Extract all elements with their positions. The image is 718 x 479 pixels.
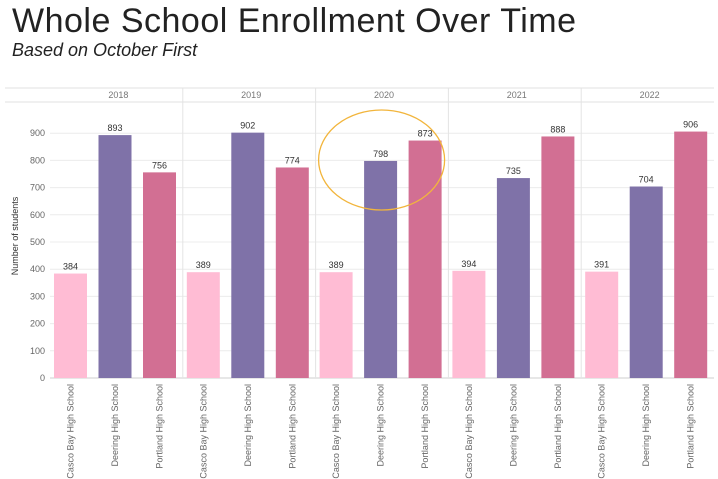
category-tick-label: Portland High School xyxy=(553,384,563,469)
bar xyxy=(364,160,398,378)
category-tick-label: Deering High School xyxy=(110,384,120,467)
bar xyxy=(629,186,663,378)
year-header: 2019 xyxy=(241,90,261,100)
bar xyxy=(186,272,220,378)
bar xyxy=(408,140,442,378)
y-axis-label: Number of students xyxy=(10,196,20,275)
bar xyxy=(143,172,176,378)
bar-value-label: 384 xyxy=(63,262,78,272)
year-header: 2021 xyxy=(507,90,527,100)
bar-value-label: 774 xyxy=(285,155,300,165)
y-tick-label: 200 xyxy=(30,319,45,329)
y-tick-label: 500 xyxy=(30,237,45,247)
bar-value-label: 893 xyxy=(107,123,122,133)
category-tick-label: Portland High School xyxy=(287,384,297,469)
bar xyxy=(496,178,530,378)
bar-value-label: 888 xyxy=(550,124,565,134)
y-tick-label: 600 xyxy=(30,210,45,220)
category-tick-label: Deering High School xyxy=(243,384,253,467)
bar-value-label: 873 xyxy=(418,129,433,139)
category-tick-label: Deering High School xyxy=(641,384,651,467)
y-tick-label: 900 xyxy=(30,128,45,138)
category-tick-label: Casco Bay High School xyxy=(66,384,76,479)
y-tick-label: 300 xyxy=(30,291,45,301)
bar xyxy=(674,131,708,378)
bar xyxy=(541,136,575,378)
bar xyxy=(98,135,132,378)
labels: 0 100 200 300 400 500 600 700 800 900 2018 384 Casco… xyxy=(30,90,698,479)
bar-value-label: 389 xyxy=(196,260,211,270)
bar-value-label: 756 xyxy=(152,160,167,170)
y-tick-label: 800 xyxy=(30,155,45,165)
bar-value-label: 394 xyxy=(461,259,476,269)
year-header: 2022 xyxy=(640,90,660,100)
bar-value-label: 704 xyxy=(639,175,654,185)
bar-value-label: 391 xyxy=(594,260,609,270)
bar-value-label: 906 xyxy=(683,120,698,130)
bar xyxy=(275,167,309,378)
y-tick-label: 100 xyxy=(30,346,45,356)
bar xyxy=(319,272,353,378)
y-tick-label: 0 xyxy=(40,373,45,383)
bar xyxy=(231,132,265,378)
page-title: Whole School Enrollment Over Time xyxy=(12,2,577,40)
category-tick-label: Casco Bay High School xyxy=(331,384,341,479)
category-tick-label: Casco Bay High School xyxy=(198,384,208,479)
highlight-ellipse xyxy=(317,109,446,211)
category-tick-label: Casco Bay High School xyxy=(597,384,607,479)
bars xyxy=(54,131,708,378)
y-tick-label: 700 xyxy=(30,183,45,193)
bar-value-label: 902 xyxy=(240,121,255,131)
bar-value-label: 389 xyxy=(329,260,344,270)
bar xyxy=(452,270,486,378)
bar-value-label: 798 xyxy=(373,149,388,159)
category-tick-label: Portland High School xyxy=(155,384,165,469)
category-tick-label: Portland High School xyxy=(420,384,430,469)
category-tick-label: Deering High School xyxy=(376,384,386,467)
category-tick-label: Casco Bay High School xyxy=(464,384,474,479)
year-header: 2018 xyxy=(108,90,128,100)
page-subtitle: Based on October First xyxy=(12,40,198,60)
year-header: 2020 xyxy=(374,90,394,100)
y-tick-label: 400 xyxy=(30,264,45,274)
bar xyxy=(585,271,619,378)
category-tick-label: Deering High School xyxy=(508,384,518,467)
bar xyxy=(54,273,87,378)
category-tick-label: Portland High School xyxy=(686,384,696,469)
bar-value-label: 735 xyxy=(506,166,521,176)
